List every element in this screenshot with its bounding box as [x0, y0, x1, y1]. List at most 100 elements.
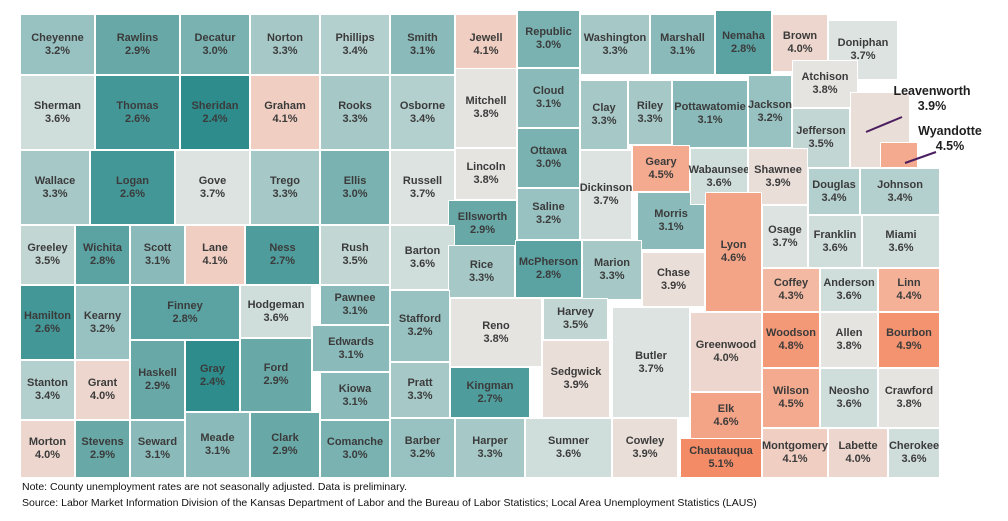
county-value-label: 3.2% [407, 326, 433, 338]
footer-note: Note: County unemployment rates are not … [22, 481, 407, 493]
county-name-label: Clark [271, 432, 299, 444]
county-value-label: 4.0% [89, 390, 116, 402]
county-name-label: Dickinson [579, 182, 633, 194]
county-value-label: 4.1% [202, 255, 228, 267]
county-name-label: Grant [87, 377, 118, 389]
county-name-label: Republic [525, 26, 572, 38]
county-ford: Ford 2.9% [240, 338, 312, 412]
county-name-label: Mitchell [465, 95, 507, 107]
county-name-label: McPherson [518, 256, 579, 268]
county-cherokee: Cherokee 3.6% [888, 428, 940, 478]
county-value-label: 4.1% [782, 453, 808, 465]
county-wichita: Wichita 2.8% [75, 225, 130, 285]
county-name-label: Wilson [773, 385, 809, 397]
callout-county-value: 4.5% [935, 139, 965, 153]
county-name-label: Harper [472, 435, 508, 447]
county-value-label: 3.8% [896, 398, 922, 410]
county-smith: Smith 3.1% [390, 14, 455, 75]
county-name-label: Ottawa [530, 145, 567, 157]
county-greeley: Greeley 3.5% [20, 225, 75, 285]
county-grant: Grant 4.0% [75, 360, 130, 420]
county-name-label: Reno [482, 319, 510, 332]
county-elk: Elk 4.6% [690, 392, 762, 440]
county-montgomery: Montgomery 4.1% [762, 428, 828, 478]
county-name-label: Wallace [34, 174, 76, 187]
county-name-label: Edwards [328, 335, 374, 348]
county-saline: Saline 3.2% [517, 188, 580, 240]
county-value-label: 3.7% [638, 362, 664, 375]
county-value-label: 3.6% [263, 311, 289, 324]
county-value-label: 4.0% [845, 453, 871, 465]
county-name-label: Miami [885, 228, 917, 241]
county-value-label: 3.7% [772, 236, 798, 249]
callout-county-name: Wyandotte [918, 124, 982, 138]
county-graham: Graham 4.1% [250, 75, 320, 150]
map-canvas: Cheyenne 3.2% Rawlins 2.9% Decatur 3.0% Norton… [20, 10, 940, 478]
county-sheridan: Sheridan 2.4% [180, 75, 250, 150]
county-value-label: 3.1% [342, 396, 368, 408]
county-lyon: Lyon 4.6% [705, 192, 762, 312]
county-woodson: Woodson 4.8% [762, 312, 820, 368]
county-value-label: 3.5% [34, 255, 61, 267]
county-cloud: Cloud 3.1% [517, 68, 580, 128]
county-scott: Scott 3.1% [130, 225, 185, 285]
county-value-label: 3.3% [602, 44, 628, 57]
county-value-label: 2.9% [263, 375, 289, 387]
county-morton: Morton 4.0% [20, 420, 75, 478]
county-name-label: Jewell [469, 31, 503, 44]
county-value-label: 3.7% [409, 187, 436, 200]
county-value-label: 3.3% [272, 44, 298, 57]
county-chase: Chase 3.9% [642, 252, 705, 307]
county-osage: Osage 3.7% [762, 205, 808, 268]
county-name-label: Sherman [33, 99, 82, 112]
callout-county-value: 3.9% [917, 99, 947, 113]
county-value-label: 3.1% [697, 114, 723, 126]
county-name-label: Riley [636, 99, 664, 112]
county-value-label: 3.2% [89, 322, 116, 335]
county-value-label: 3.3% [272, 187, 298, 200]
county-name-label: Cherokee [888, 440, 940, 452]
county-atchison: Atchison 3.8% [792, 60, 858, 108]
county-value-label: 3.7% [199, 187, 226, 200]
county-russell: Russell 3.7% [390, 150, 455, 225]
county-name-label: Pottawatomie [674, 101, 746, 113]
county-value-label: 3.6% [836, 398, 862, 410]
county-name-label: Anderson [823, 277, 875, 289]
county-reno: Reno 3.8% [450, 298, 542, 367]
county-marshall: Marshall 3.1% [650, 14, 715, 75]
footer-source: Source: Labor Market Information Divisio… [22, 497, 757, 509]
county-name-label: Neosho [828, 385, 870, 397]
county-seward: Seward 3.1% [130, 420, 185, 478]
county-ellis: Ellis 3.0% [320, 150, 390, 225]
county-value-label: 3.0% [535, 158, 562, 170]
county-name-label: Sheridan [191, 99, 239, 112]
county-name-label: Rawlins [116, 31, 159, 44]
county-johnson: Johnson 3.4% [860, 168, 940, 215]
county-name-label: Rush [341, 242, 369, 254]
county-value-label: 4.0% [787, 43, 813, 55]
county-value-label: 3.2% [535, 214, 562, 226]
callout-label-wyandotte: Wyandotte 4.5% [900, 124, 1000, 154]
county-kearny: Kearny 3.2% [75, 285, 130, 360]
county-name-label: Pratt [407, 377, 433, 389]
county-name-label: Cheyenne [31, 31, 84, 44]
county-dickinson: Dickinson 3.7% [580, 150, 632, 240]
county-value-label: 3.6% [409, 257, 436, 270]
county-crawford: Crawford 3.8% [878, 368, 940, 428]
county-value-label: 3.2% [409, 448, 436, 460]
county-name-label: Franklin [813, 228, 857, 241]
county-value-label: 3.5% [562, 319, 589, 331]
county-name-label: Clay [592, 102, 616, 114]
county-value-label: 3.6% [836, 290, 862, 302]
county-value-label: 3.9% [632, 448, 658, 460]
county-value-label: 3.0% [342, 187, 368, 200]
county-value-label: 3.3% [477, 448, 503, 460]
county-name-label: Phillips [335, 31, 375, 44]
county-rooks: Rooks 3.3% [320, 75, 390, 150]
county-name-label: Marshall [660, 31, 705, 44]
county-name-label: Lincoln [466, 161, 506, 173]
county-kiowa: Kiowa 3.1% [320, 372, 390, 420]
county-harper: Harper 3.3% [455, 418, 525, 478]
county-name-label: Logan [116, 174, 149, 187]
